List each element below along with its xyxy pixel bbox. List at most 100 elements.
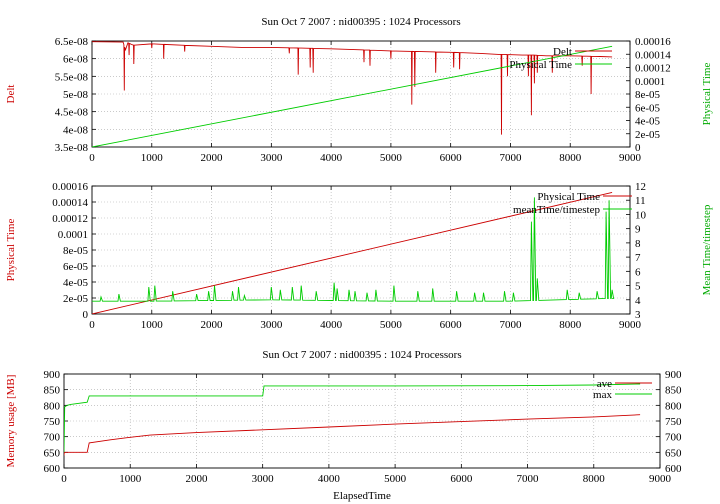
- y2-tick-label: 4: [635, 295, 641, 307]
- panel-2: [91, 185, 632, 315]
- series-line-2: [64, 383, 641, 453]
- y-tick-label: 5.5e-08: [55, 71, 89, 83]
- legend-label: Physical Time: [509, 59, 572, 71]
- x-tick-label: 7000: [499, 319, 522, 331]
- legend-label: Delt: [553, 46, 572, 58]
- y-tick-label: 0: [83, 309, 89, 321]
- y2-tick-label: 600: [665, 463, 682, 475]
- y2-tick-label: 2e-05: [635, 129, 661, 141]
- x-tick-label: 9000: [649, 473, 672, 485]
- y-tick-label: 650: [44, 447, 61, 459]
- y2-tick-label: 800: [665, 400, 682, 412]
- y2-tick-label: 12: [635, 181, 646, 193]
- plot-area: [92, 191, 615, 314]
- x-tick-label: 5000: [384, 473, 407, 485]
- y2-tick-label: 0.00014: [635, 49, 671, 61]
- plot-frame: [91, 185, 631, 315]
- chart-title: Sun Oct 7 2007 : nid00395 : 1024 Process…: [261, 16, 460, 28]
- y2-tick-label: 6e-05: [635, 102, 661, 114]
- y-tick-label: 6e-05: [63, 261, 89, 273]
- y-tick-label: 8e-05: [63, 245, 89, 257]
- x-tick-label: 5000: [380, 152, 403, 164]
- y2-tick-label: 0: [635, 142, 641, 154]
- x-tick-label: 1000: [141, 319, 164, 331]
- panel-3: [63, 373, 661, 469]
- y-tick-label: 4e-08: [63, 124, 89, 136]
- series-line-2: [92, 197, 615, 302]
- x-tick-label: 0: [89, 152, 95, 164]
- x-tick-label: 8000: [559, 152, 582, 164]
- y2-tick-label: 8: [635, 238, 641, 250]
- y-tick-label: 2e-05: [63, 293, 89, 305]
- y2-tick-label: 750: [665, 416, 682, 428]
- y-tick-label: 6e-08: [63, 54, 89, 66]
- x-tick-label: 7000: [517, 473, 540, 485]
- y-tick-label: 0.00012: [52, 213, 88, 225]
- x-tick-label: 4000: [320, 152, 343, 164]
- y2-tick-label: 4e-05: [635, 116, 661, 128]
- x-tick-label: 2000: [201, 319, 224, 331]
- x-tick-label: 0: [61, 473, 67, 485]
- y-tick-label: 3.5e-08: [55, 142, 89, 154]
- y2-tick-label: 9: [635, 224, 641, 236]
- y-tick-label: 850: [44, 385, 61, 397]
- plot-frame: [91, 40, 631, 148]
- x-tick-label: 0: [89, 319, 95, 331]
- y-axis-label: Memory usage [MB]: [5, 375, 17, 468]
- y2-tick-label: 850: [665, 385, 682, 397]
- x-tick-label: 3000: [260, 152, 283, 164]
- x-tick-label: 8000: [559, 319, 582, 331]
- y-tick-label: 0.00014: [52, 197, 88, 209]
- y-tick-label: 900: [44, 369, 61, 381]
- chart-title: Sun Oct 7 2007 : nid00395 : 1024 Process…: [262, 349, 461, 361]
- y2-tick-label: 6: [635, 266, 641, 278]
- legend-label: Physical Time: [537, 191, 600, 203]
- y2-tick-label: 0.0001: [635, 76, 665, 88]
- x-tick-label: 2000: [201, 152, 224, 164]
- legend-label: ave: [597, 378, 612, 390]
- x-tick-label: 7000: [499, 152, 522, 164]
- y2-tick-label: 3: [635, 309, 641, 321]
- y-tick-label: 4.5e-08: [55, 107, 89, 119]
- y2-tick-label: 650: [665, 447, 682, 459]
- x-tick-label: 4000: [320, 319, 343, 331]
- legend-label: max: [593, 389, 612, 401]
- legend-label: meanTime/timestep: [513, 204, 600, 216]
- y-tick-label: 800: [44, 400, 61, 412]
- plot-area: [64, 383, 641, 456]
- y2-tick-label: 7: [635, 252, 641, 264]
- y-tick-label: 600: [44, 463, 61, 475]
- x-tick-label: 3000: [260, 319, 283, 331]
- y2-tick-label: 8e-05: [635, 89, 661, 101]
- y2-tick-label: 900: [665, 369, 682, 381]
- panel-1: [91, 40, 631, 148]
- x-tick-label: 3000: [252, 473, 275, 485]
- y-axis-label: Delt: [5, 85, 17, 104]
- y-tick-label: 5e-08: [63, 89, 89, 101]
- y2-tick-label: 10: [635, 209, 647, 221]
- y-tick-label: 750: [44, 416, 61, 428]
- plot-area: [92, 41, 613, 147]
- x-tick-label: 6000: [440, 152, 463, 164]
- plot-frame: [63, 373, 661, 469]
- y2-tick-label: 0.00016: [635, 36, 671, 48]
- y-tick-label: 700: [44, 432, 61, 444]
- x-tick-label: 6000: [450, 473, 473, 485]
- y2-tick-label: 0.00012: [635, 63, 671, 75]
- x-tick-label: 9000: [619, 319, 642, 331]
- y2-tick-label: 5: [635, 281, 641, 293]
- y-tick-label: 4e-05: [63, 277, 89, 289]
- y2-axis-label: Mean Time/timestep: [701, 204, 713, 295]
- y2-tick-label: 700: [665, 432, 682, 444]
- y2-tick-label: 11: [635, 195, 646, 207]
- x-axis-label: ElapsedTime: [333, 490, 391, 502]
- x-tick-label: 1000: [141, 152, 164, 164]
- y-axis-label: Physical Time: [5, 219, 17, 282]
- y2-axis-label: Physical Time: [701, 63, 713, 126]
- x-tick-label: 1000: [119, 473, 142, 485]
- x-tick-label: 8000: [583, 473, 606, 485]
- x-tick-label: 9000: [619, 152, 642, 164]
- x-tick-label: 2000: [185, 473, 208, 485]
- y-tick-label: 6.5e-08: [55, 36, 89, 48]
